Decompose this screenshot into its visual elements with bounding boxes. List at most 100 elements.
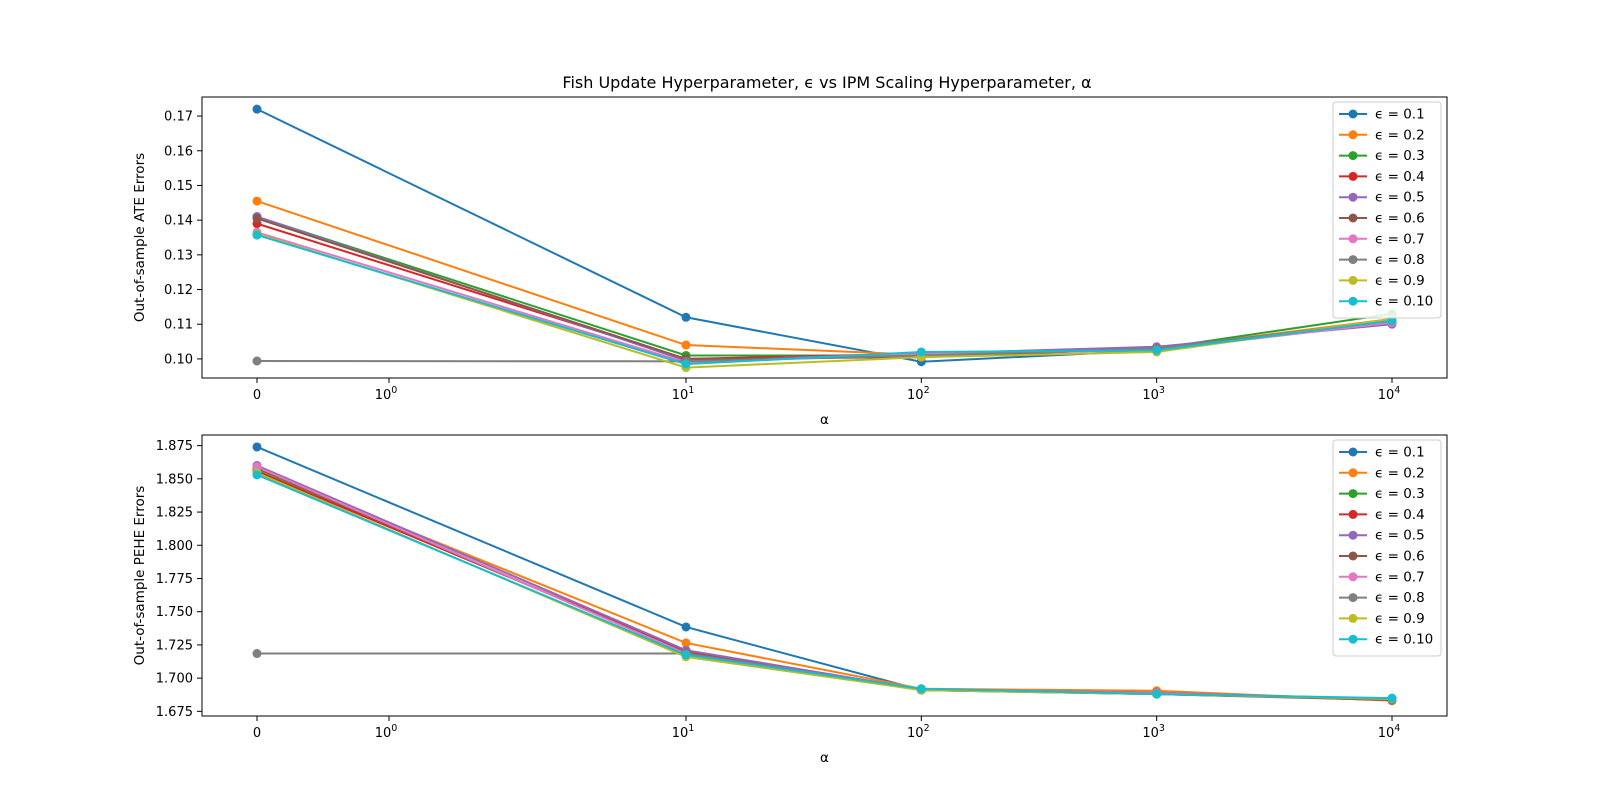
y-tick-label: 0.15 [164, 179, 193, 194]
legend-label: ϵ = 0.9 [1375, 273, 1425, 289]
y-tick-label: 0.13 [164, 248, 193, 263]
y-tick-label: 1.725 [156, 638, 193, 653]
series-line [256, 470, 1393, 702]
data-point [681, 622, 691, 632]
x-tick-label: 0 [253, 726, 261, 741]
legend-label: ϵ = 0.1 [1375, 445, 1425, 461]
legend-label: ϵ = 0.4 [1375, 507, 1425, 523]
x-axis-label: α [820, 412, 829, 428]
y-tick-label: 1.875 [156, 439, 193, 454]
legend-label: ϵ = 0.8 [1375, 252, 1425, 268]
y-tick-label: 1.850 [156, 472, 193, 487]
x-tick-label: 102 [907, 723, 930, 741]
data-point [681, 638, 691, 648]
legend-label: ϵ = 0.10 [1375, 294, 1433, 310]
ate-subplot: 0 100 101 102 103 104 0.10 0.11 0.12 0.13 0.14 0.15… [132, 96, 1448, 428]
data-point [1387, 693, 1397, 703]
data-point [916, 684, 926, 694]
series-line [256, 446, 1393, 700]
legend-label: ϵ = 0.6 [1375, 549, 1425, 565]
data-point [681, 359, 691, 369]
legend-label: ϵ = 0.8 [1375, 590, 1425, 606]
legend-label: ϵ = 0.2 [1375, 465, 1425, 481]
data-point [252, 104, 262, 114]
legend-marker [1348, 551, 1358, 561]
legend-label: ϵ = 0.5 [1375, 528, 1425, 544]
legend-marker [1348, 296, 1358, 306]
y-tick-label: 1.825 [156, 506, 193, 521]
axes-frame [201, 96, 1448, 379]
x-tick-label: 100 [375, 723, 398, 741]
y-tick-label: 0.12 [164, 283, 193, 298]
x-tick-label: 103 [1142, 385, 1165, 403]
y-tick-label: 0.14 [164, 214, 193, 229]
figure-title: Fish Update Hyperparameter, ϵ vs IPM Sca… [562, 73, 1091, 92]
legend-marker [1348, 275, 1358, 285]
x-tick-label: 103 [1142, 723, 1165, 741]
y-axis-label: Out-of-sample PEHE Errors [132, 486, 148, 666]
legend-label: ϵ = 0.3 [1375, 486, 1425, 502]
x-tick-label: 102 [907, 385, 930, 403]
legend-marker [1348, 489, 1358, 499]
y-tick-label: 1.675 [156, 705, 193, 720]
data-point [681, 650, 691, 660]
legend-marker [1348, 530, 1358, 540]
x-axis-label: α [820, 750, 829, 766]
y-tick-label: 0.10 [164, 352, 193, 367]
plot-area [256, 446, 1393, 702]
data-point [681, 340, 691, 350]
data-point [1387, 316, 1397, 326]
x-tick-label: 0 [253, 388, 261, 403]
legend-marker [1348, 213, 1358, 223]
pehe-subplot: 0 100 101 102 103 104 1.675 1.700 1.725 1.750 1.77… [132, 434, 1448, 766]
y-tick-label: 1.800 [156, 539, 193, 554]
data-point [252, 230, 262, 240]
y-tick-label: 0.17 [164, 110, 193, 125]
x-tick-label: 101 [672, 723, 695, 741]
y-tick-label: 1.700 [156, 672, 193, 687]
legend-marker [1348, 192, 1358, 202]
axes-frame [201, 434, 1448, 717]
y-tick-label: 1.775 [156, 572, 193, 587]
series-line [256, 234, 1393, 366]
series-line [256, 233, 1393, 369]
data-point [252, 442, 262, 452]
legend-marker [1348, 255, 1358, 265]
legend-marker [1348, 151, 1358, 161]
data-point [1152, 689, 1162, 699]
legend-label: ϵ = 0.7 [1375, 231, 1425, 247]
legend-label: ϵ = 0.10 [1375, 632, 1433, 648]
legend-label: ϵ = 0.4 [1375, 169, 1425, 185]
legend-marker [1348, 109, 1358, 119]
legend-marker [1348, 634, 1358, 644]
series-line [256, 217, 1393, 360]
data-point [916, 347, 926, 357]
legend-label: ϵ = 0.2 [1375, 127, 1425, 143]
y-tick-label: 1.750 [156, 605, 193, 620]
legend-label: ϵ = 0.6 [1375, 211, 1425, 227]
data-point [252, 213, 262, 223]
legend-marker [1348, 509, 1358, 519]
legend-marker [1348, 171, 1358, 181]
legend-marker [1348, 468, 1358, 478]
x-tick-label: 100 [375, 385, 398, 403]
x-tick-label: 104 [1378, 385, 1401, 403]
x-tick-label: 101 [672, 385, 695, 403]
series-line [256, 467, 1393, 702]
legend-label: ϵ = 0.9 [1375, 611, 1425, 627]
legend-label: ϵ = 0.3 [1375, 148, 1425, 164]
legend-marker [1348, 593, 1358, 603]
data-point [252, 649, 262, 659]
legend-marker [1348, 130, 1358, 140]
data-point [1152, 345, 1162, 355]
x-tick-label: 104 [1378, 723, 1401, 741]
legend-marker [1348, 234, 1358, 244]
y-tick-label: 0.16 [164, 144, 193, 159]
series-line [256, 108, 1393, 363]
series-line [256, 468, 1393, 702]
legend-label: ϵ = 0.7 [1375, 569, 1425, 585]
data-point [252, 196, 262, 206]
plot-area [256, 108, 1393, 369]
legend-label: ϵ = 0.1 [1375, 107, 1425, 123]
